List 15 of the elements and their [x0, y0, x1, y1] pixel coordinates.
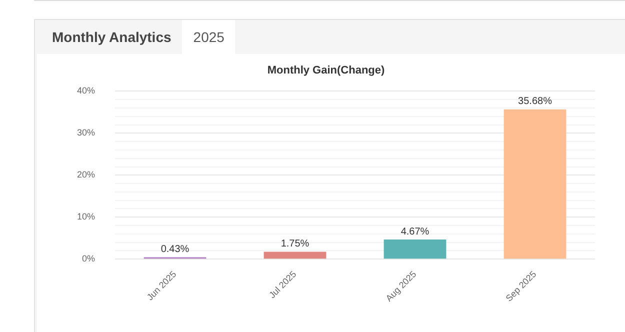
y-tick-label: 40% [77, 86, 96, 96]
text: 2025 [182, 20, 236, 54]
data-label: 0.43% [160, 244, 190, 256]
bar [504, 109, 566, 259]
bar [264, 252, 326, 259]
text: Monthly Analytics [51, 28, 172, 47]
chart-title: Monthly Gain(Change) [267, 64, 385, 77]
data-label: 4.67% [400, 226, 430, 238]
data-label: 35.68% [518, 96, 552, 108]
y-tick-label: 30% [77, 128, 96, 138]
data-label: 1.75% [280, 238, 310, 250]
y-tick-label: 0% [82, 254, 96, 264]
y-tick-label: 20% [77, 170, 96, 180]
y-tick-label: 10% [77, 212, 96, 222]
bar [384, 240, 446, 259]
